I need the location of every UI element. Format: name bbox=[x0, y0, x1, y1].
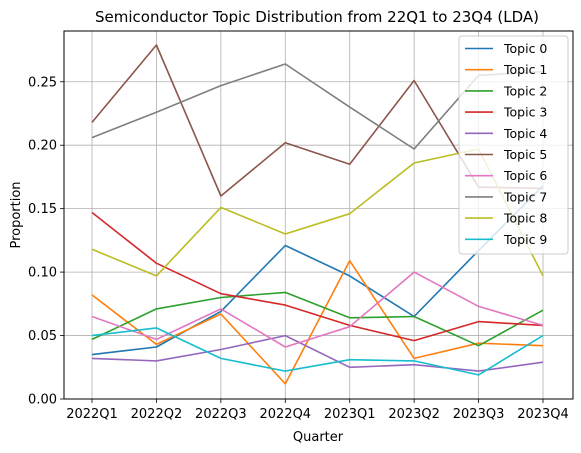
plot-frame bbox=[63, 30, 574, 400]
legend-label: Topic 6 bbox=[503, 168, 547, 183]
x-tick-label: 2022Q4 bbox=[259, 407, 311, 422]
y-axis-title: Proportion bbox=[9, 181, 24, 248]
legend-label: Topic 4 bbox=[503, 126, 547, 141]
series-line-topic-4 bbox=[91, 334, 544, 372]
y-tick-label: 0.25 bbox=[28, 75, 57, 90]
legend-label: Topic 0 bbox=[503, 41, 547, 56]
legend-label: Topic 5 bbox=[503, 147, 547, 162]
legend-label: Topic 7 bbox=[503, 189, 547, 204]
legend: Topic 0 Topic 1 Topic 2 Topic 3 Topic 4 Topic… bbox=[458, 35, 569, 255]
x-tick-label: 2023Q3 bbox=[453, 407, 505, 422]
y-tick-label: 0.15 bbox=[28, 202, 57, 217]
series-line-topic-9 bbox=[91, 327, 544, 376]
series-line-topic-2 bbox=[91, 291, 544, 347]
x-tick-label: 2023Q4 bbox=[517, 407, 569, 422]
y-tick-label: 0.00 bbox=[28, 393, 57, 408]
x-axis-title: Quarter bbox=[293, 430, 344, 445]
x-tick-label: 2022Q3 bbox=[195, 407, 247, 422]
legend-label: Topic 8 bbox=[503, 211, 547, 226]
x-tick-label: 2023Q2 bbox=[388, 407, 440, 422]
legend-label: Topic 3 bbox=[503, 105, 547, 120]
chart-title: Semiconductor Topic Distribution from 22… bbox=[95, 8, 539, 26]
series-line-topic-1 bbox=[91, 259, 544, 385]
y-tick-label: 0.20 bbox=[28, 139, 57, 154]
legend-label: Topic 1 bbox=[503, 62, 547, 77]
y-axis-ticks: 0.00 0.05 0.10 0.15 0.20 0.25 bbox=[28, 75, 64, 408]
legend-label: Topic 9 bbox=[503, 232, 547, 247]
y-tick-label: 0.05 bbox=[28, 329, 57, 344]
x-tick-label: 2023Q1 bbox=[324, 407, 376, 422]
x-tick-label: 2022Q1 bbox=[66, 407, 118, 422]
x-tick-label: 2022Q2 bbox=[131, 407, 183, 422]
y-tick-label: 0.10 bbox=[28, 266, 57, 281]
series-line-topic-3 bbox=[91, 211, 544, 342]
legend-label: Topic 2 bbox=[503, 83, 547, 98]
x-axis-ticks: 2022Q1 2022Q2 2022Q3 2022Q4 2023Q1 2023Q2 2023… bbox=[66, 399, 569, 422]
series-line-topic-6 bbox=[91, 271, 544, 348]
series-line-topic-0 bbox=[91, 185, 544, 356]
